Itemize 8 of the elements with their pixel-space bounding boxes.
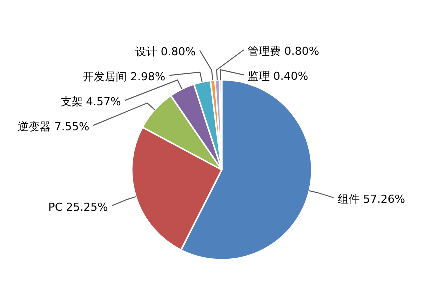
- slice-label: 设计 0.80%: [136, 46, 196, 59]
- slice-label: 开发居间 2.98%: [83, 70, 166, 84]
- slice-label: 组件 57.26%: [338, 192, 406, 206]
- slice-label: 监理 0.40%: [248, 70, 308, 84]
- slice-label: 逆变器 7.55%: [18, 120, 90, 134]
- slice-label: 管理费 0.80%: [248, 45, 320, 58]
- slice-label: 支架 4.57%: [60, 96, 122, 109]
- slice-label: PC 25.25%: [48, 200, 108, 214]
